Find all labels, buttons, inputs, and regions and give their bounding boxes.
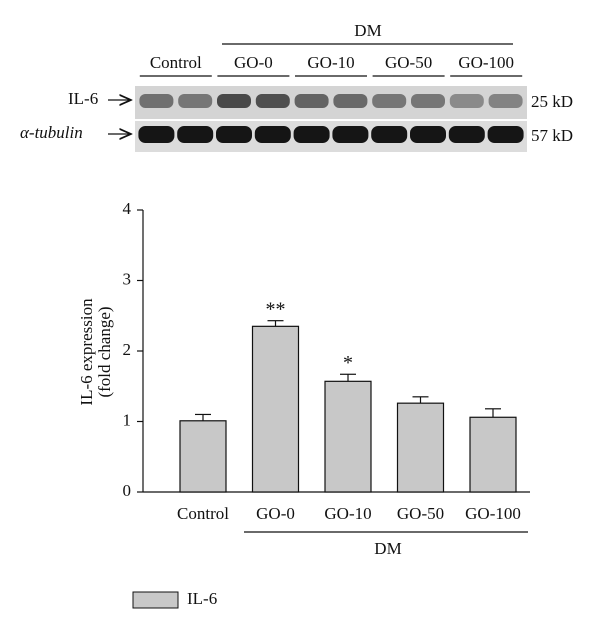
band	[448, 126, 485, 143]
band	[294, 94, 329, 108]
blot-group-label: DM	[354, 21, 381, 40]
x-tick-label: GO-100	[465, 504, 521, 523]
x-tick-label: Control	[177, 504, 229, 523]
blot-size-label: 25 kD	[531, 92, 573, 111]
significance-label: **	[266, 298, 286, 320]
blot-row-label: IL-6	[68, 89, 98, 108]
legend-label: IL-6	[187, 589, 217, 608]
y-tick-label: 1	[123, 410, 132, 429]
band	[488, 94, 523, 108]
band	[371, 126, 408, 143]
legend-swatch	[132, 591, 179, 609]
band	[254, 126, 291, 143]
band	[332, 126, 369, 143]
band	[178, 94, 213, 108]
lane-label: GO-0	[234, 53, 273, 72]
x-tick-label: GO-0	[256, 504, 295, 523]
group-label: DM	[374, 539, 401, 558]
y-tick-label: 2	[123, 340, 132, 359]
band	[487, 126, 524, 143]
lane-label: GO-10	[307, 53, 354, 72]
bar	[324, 380, 372, 493]
band	[216, 126, 252, 143]
lane-label: GO-50	[385, 53, 432, 72]
lane-label: GO-100	[458, 53, 514, 72]
bar	[179, 420, 227, 493]
y-tick-label: 0	[123, 481, 132, 500]
band	[293, 126, 330, 143]
band	[138, 126, 175, 143]
band	[411, 94, 445, 108]
significance-label: *	[343, 352, 353, 374]
y-axis-label: (fold change)	[95, 306, 114, 397]
blot-size-label: 57 kD	[531, 126, 573, 145]
lane-label: Control	[150, 53, 202, 72]
x-tick-label: GO-10	[324, 504, 371, 523]
x-tick-label: GO-50	[397, 504, 444, 523]
blot-row-label: α-tubulin	[20, 123, 83, 142]
band	[410, 126, 446, 143]
band	[139, 94, 174, 108]
band	[333, 94, 368, 108]
band	[372, 94, 407, 108]
band	[177, 126, 214, 143]
band	[449, 94, 484, 108]
y-axis-label: IL-6 expression	[77, 298, 96, 406]
bar	[396, 402, 445, 493]
bar	[469, 416, 517, 493]
band	[217, 94, 251, 108]
band	[255, 94, 290, 108]
bar	[251, 325, 300, 493]
y-tick-label: 4	[123, 199, 132, 218]
y-tick-label: 3	[123, 269, 132, 288]
